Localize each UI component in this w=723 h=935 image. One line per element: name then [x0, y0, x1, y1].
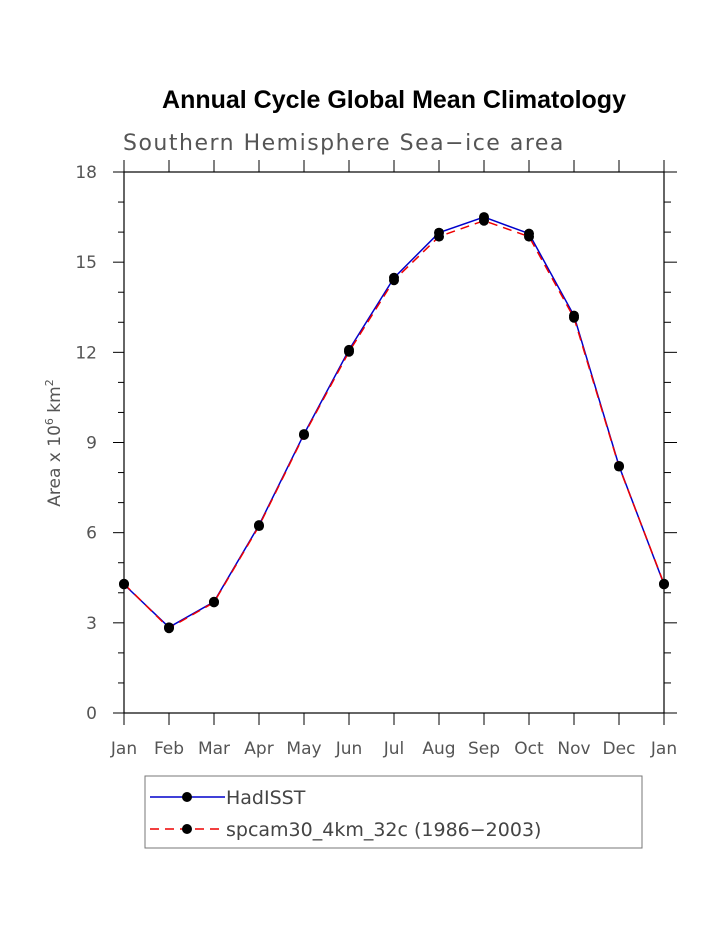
- data-point-series-1: [569, 312, 579, 323]
- x-tick-label: Nov: [557, 739, 590, 759]
- legend-label-spcam: spcam30_4km_32c (1986−2003): [226, 819, 541, 841]
- x-tick-label: May: [286, 739, 321, 759]
- data-point-series-1: [209, 597, 219, 608]
- data-point-series-1: [389, 275, 399, 286]
- x-ticks: Jan Feb Mar Apr May Jun Jul Aug Sep Oct Nov Dec Jan: [110, 160, 677, 759]
- data-point-series-1: [659, 578, 669, 589]
- y-ticks: 0 3 6 9 12 15 18: [75, 163, 677, 724]
- x-tick-label: Oct: [514, 739, 544, 759]
- y-tick-label: 6: [86, 524, 97, 544]
- data-point-series-1: [614, 461, 624, 472]
- data-point-series-1: [254, 521, 264, 532]
- plot-frame: [123, 171, 665, 714]
- x-tick-label: Apr: [244, 739, 273, 759]
- x-tick-label: Sep: [468, 739, 500, 759]
- chart-subtitle: Southern Hemisphere Sea−ice area: [123, 131, 565, 156]
- y-tick-label: 15: [75, 253, 97, 273]
- legend-marker-spcam: [182, 824, 192, 834]
- data-point-series-1: [479, 215, 489, 226]
- legend-marker-hadisst: [182, 792, 192, 802]
- data-point-series-1: [119, 578, 129, 589]
- data-point-series-1: [434, 231, 444, 242]
- x-tick-label: Mar: [198, 739, 230, 759]
- x-tick-label: Jun: [335, 739, 363, 759]
- legend-box: [144, 775, 643, 849]
- x-tick-label: Dec: [603, 739, 636, 759]
- series-layer: [119, 212, 669, 634]
- x-tick-label: Jan: [650, 739, 677, 759]
- legend: HadISST spcam30_4km_32c (1986−2003): [144, 775, 643, 849]
- x-tick-label: Aug: [422, 739, 455, 759]
- chart-title: Annual Cycle Global Mean Climatology: [162, 86, 626, 114]
- legend-label-hadisst: HadISST: [226, 787, 306, 809]
- y-axis-label: Area x 106 km2: [43, 379, 65, 506]
- x-tick-label: Feb: [154, 739, 184, 759]
- data-point-series-1: [524, 231, 534, 242]
- y-tick-label: 18: [75, 163, 97, 183]
- data-point-series-1: [164, 623, 174, 634]
- y-tick-label: 12: [75, 343, 97, 363]
- x-tick-label: Jul: [383, 739, 405, 759]
- y-tick-label: 9: [86, 434, 97, 454]
- x-tick-label: Jan: [110, 739, 137, 759]
- data-point-series-1: [299, 429, 309, 440]
- y-tick-label: 0: [86, 704, 97, 724]
- data-point-series-1: [344, 346, 354, 357]
- y-tick-label: 3: [86, 614, 97, 634]
